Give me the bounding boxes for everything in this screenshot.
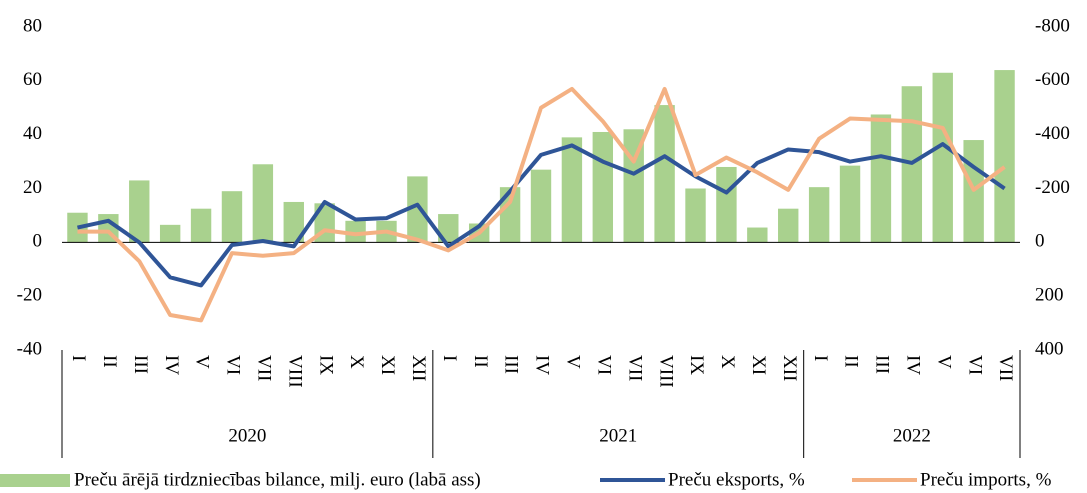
bar xyxy=(190,208,212,243)
y-tick-label: 40 xyxy=(23,123,42,144)
bar xyxy=(654,105,675,243)
x-tick-label: II xyxy=(841,355,862,368)
group-label: 2020 xyxy=(228,425,266,446)
x-tick-label: I xyxy=(810,355,831,361)
x-tick-label: IX xyxy=(686,355,707,375)
x-tick-label: VI xyxy=(223,355,244,375)
x-tick-label: I xyxy=(439,355,460,361)
x-tick-label: VI xyxy=(593,355,614,375)
y-tick-label: 80 xyxy=(23,15,42,36)
bar xyxy=(778,208,799,243)
bar xyxy=(685,188,706,243)
x-tick-label: IV xyxy=(161,355,182,375)
bar xyxy=(932,72,953,243)
bar xyxy=(561,137,583,243)
bar xyxy=(994,70,1015,243)
y2-tick-label: -600 xyxy=(1035,69,1070,90)
y2-tick-label: -800 xyxy=(1035,15,1070,36)
line xyxy=(77,142,1006,288)
x-tick-label: VII xyxy=(995,355,1016,381)
x-tick-label: XI xyxy=(748,355,769,375)
x-tick-label: V xyxy=(933,355,954,369)
y2-tick-label: 400 xyxy=(1035,338,1064,359)
x-tick-label: III xyxy=(872,355,893,374)
bar xyxy=(345,220,366,243)
x-tick-label: I xyxy=(68,355,89,361)
x-tick-label: X xyxy=(717,355,738,369)
x-tick-label: III xyxy=(501,355,522,374)
x-tick-label: XII xyxy=(408,355,429,381)
x-tick-label: VIII xyxy=(284,355,305,388)
x-tick-label: IX xyxy=(315,355,336,375)
legend-swatch xyxy=(0,474,70,487)
y-tick-label: 20 xyxy=(23,177,42,198)
bar xyxy=(839,165,861,243)
x-tick-label: VII xyxy=(624,355,645,381)
bar xyxy=(159,224,181,243)
y2-tick-label: -200 xyxy=(1035,177,1070,198)
x-tick-label: V xyxy=(563,355,584,369)
x-tick-label: XI xyxy=(377,355,398,375)
bar xyxy=(438,214,459,243)
line xyxy=(77,86,1006,323)
bar xyxy=(67,212,88,243)
x-tick-label: VI xyxy=(964,355,985,375)
bar xyxy=(221,191,243,243)
bar xyxy=(808,187,830,243)
x-tick-label: III xyxy=(130,355,151,374)
x-tick-label: IV xyxy=(902,355,923,375)
y2-tick-label: -400 xyxy=(1035,123,1070,144)
bar xyxy=(530,169,552,243)
bar xyxy=(716,166,737,243)
group-label: 2021 xyxy=(599,425,637,446)
group-label: 2022 xyxy=(893,425,931,446)
bar xyxy=(499,187,521,243)
y-tick-label: 0 xyxy=(33,231,43,252)
bar xyxy=(252,164,274,243)
y-tick-label: 60 xyxy=(23,69,42,90)
legend-label: Preču eksports, % xyxy=(668,469,805,490)
bar xyxy=(407,176,428,243)
x-tick-label: V xyxy=(192,355,213,369)
bar xyxy=(129,180,150,243)
y2-tick-label: 0 xyxy=(1035,231,1045,252)
x-tick-label: X xyxy=(346,355,367,369)
bar xyxy=(283,201,304,243)
x-tick-label: II xyxy=(470,355,491,368)
bar xyxy=(592,131,614,243)
bar xyxy=(870,114,892,243)
x-tick-label: VII xyxy=(254,355,275,381)
y-tick-label: -40 xyxy=(17,338,42,359)
x-tick-label: II xyxy=(99,355,120,368)
legend-label: Preču imports, % xyxy=(920,469,1052,490)
y2-tick-label: 200 xyxy=(1035,285,1064,306)
bar xyxy=(747,227,768,243)
x-tick-label: IV xyxy=(532,355,553,375)
x-tick-label: XII xyxy=(779,355,800,381)
legend-label: Preču ārējā tirdzniecības bilance, milj.… xyxy=(74,469,481,490)
x-tick-label: VIII xyxy=(655,355,676,388)
y-tick-label: -20 xyxy=(17,285,42,306)
